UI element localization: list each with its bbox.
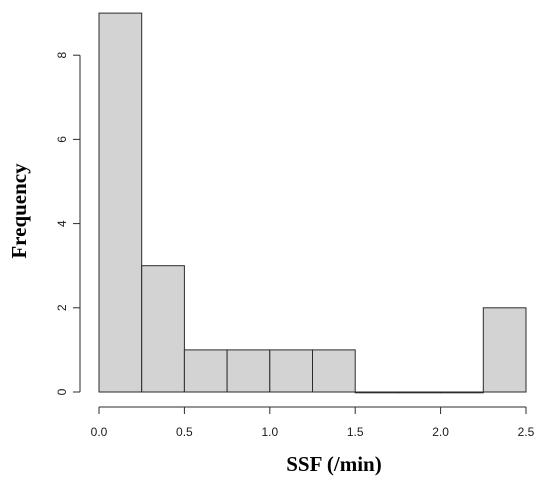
histogram-bar-1 (141, 265, 185, 393)
y-tick-label-1: 2 (55, 304, 69, 311)
histogram-bar-9 (482, 307, 527, 393)
y-axis: 0 2 4 6 8 (55, 52, 81, 395)
x-tick-label-4: 2.0 (432, 425, 449, 439)
x-tick-label-5: 2.5 (518, 425, 535, 439)
histogram-bars (98, 12, 527, 394)
histogram-bar-5 (312, 349, 356, 393)
y-tick-label-4: 8 (55, 52, 69, 59)
y-tick-label-0: 0 (55, 388, 69, 395)
histogram-bar-2 (183, 349, 228, 393)
histogram-bar-6 (354, 391, 399, 394)
x-axis-title: SSF (/min) (286, 452, 381, 476)
histogram-bar-7 (397, 391, 442, 394)
x-tick-label-0: 0.0 (91, 425, 108, 439)
x-tick-label-2: 1.0 (261, 425, 278, 439)
y-axis-title: Frequency (7, 163, 31, 259)
x-tick-label-1: 0.5 (176, 425, 193, 439)
y-tick-label-2: 4 (55, 220, 69, 227)
x-axis: 0.0 0.5 1.0 1.5 2.0 2.5 (91, 406, 535, 439)
x-tick-label-3: 1.5 (347, 425, 364, 439)
histogram-bar-3 (226, 349, 271, 393)
histogram-bar-4 (269, 349, 313, 393)
y-tick-label-3: 6 (55, 136, 69, 143)
histogram-bar-0 (98, 12, 143, 393)
histogram-bar-8 (440, 391, 484, 394)
